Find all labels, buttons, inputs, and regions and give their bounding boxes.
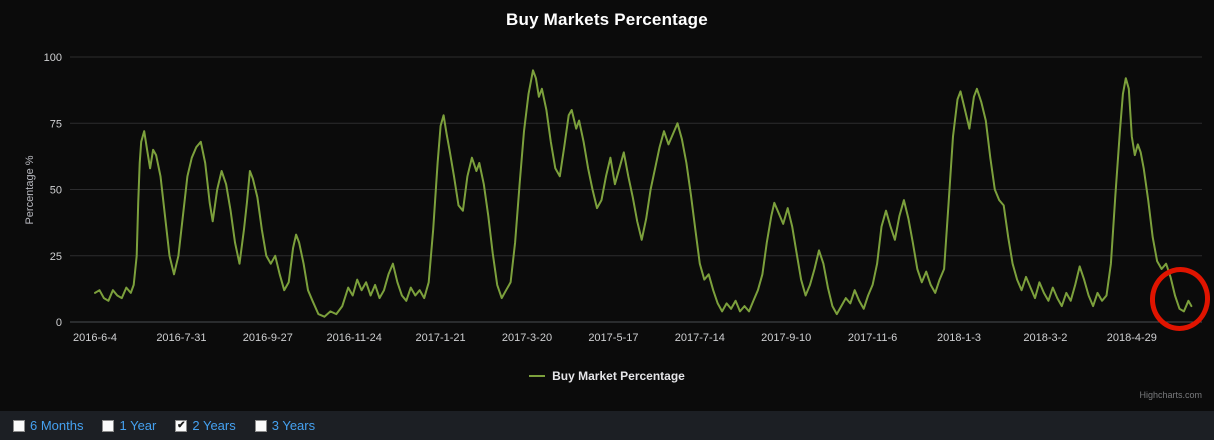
legend-label: Buy Market Percentage [552,369,685,383]
checkbox-3-years[interactable] [254,419,267,432]
x-tick-label: 2017-3-20 [502,332,552,344]
label-1-year[interactable]: 1 Year [119,418,157,433]
x-tick-label: 2017-5-17 [588,332,638,344]
x-tick-label: 2018-3-2 [1023,332,1067,344]
range-option-2-years[interactable]: ✔ 2 Years [175,418,236,433]
x-tick-label: 2018-4-29 [1107,332,1157,344]
x-tick-label: 2017-1-21 [416,332,466,344]
checkbox-6-months[interactable] [13,419,25,432]
checkbox-1-year[interactable] [102,419,115,432]
range-option-6-months[interactable]: 6 Months [13,418,83,433]
label-6-months[interactable]: 6 Months [30,418,84,433]
range-option-1-year[interactable]: 1 Year [102,418,156,433]
label-3-years[interactable]: 3 Years [271,418,316,433]
checkbox-2-years[interactable]: ✔ [175,419,188,432]
x-tick-label: 2018-1-3 [937,332,981,344]
label-2-years[interactable]: 2 Years [192,418,236,433]
legend-line-icon [529,375,546,377]
x-tick-label: 2016-6-4 [73,332,117,344]
time-range-controls-bar: 6 Months 1 Year ✔ 2 Years 3 Years [0,411,1214,440]
y-tick-label: 50 [50,185,62,197]
y-tick-label: 0 [56,317,62,329]
x-tick-label: 2016-11-24 [326,332,381,344]
plot-area[interactable]: 0 25 50 75 100 2016-6-4 2016-7-31 2016-9-27 2016… [0,0,1214,352]
legend[interactable]: Buy Market Percentage [0,369,1214,383]
range-option-3-years[interactable]: 3 Years [254,418,316,433]
x-tick-label: 2017-7-14 [675,332,725,344]
x-tick-label: 2017-11-6 [848,332,897,344]
y-tick-label: 25 [50,251,62,263]
x-tick-label: 2016-9-27 [243,332,293,344]
y-tick-label: 75 [50,118,62,130]
x-tick-label: 2017-9-10 [761,332,811,344]
highcharts-credits[interactable]: Highcharts.com [1139,390,1202,400]
series-buy-market-percentage[interactable] [94,69,1193,318]
chart-container: Buy Markets Percentage Percentage % 0 25 5… [0,0,1214,400]
y-tick-label: 100 [44,52,62,64]
chart-title: Buy Markets Percentage [506,10,708,29]
x-tick-label: 2016-7-31 [156,332,206,344]
